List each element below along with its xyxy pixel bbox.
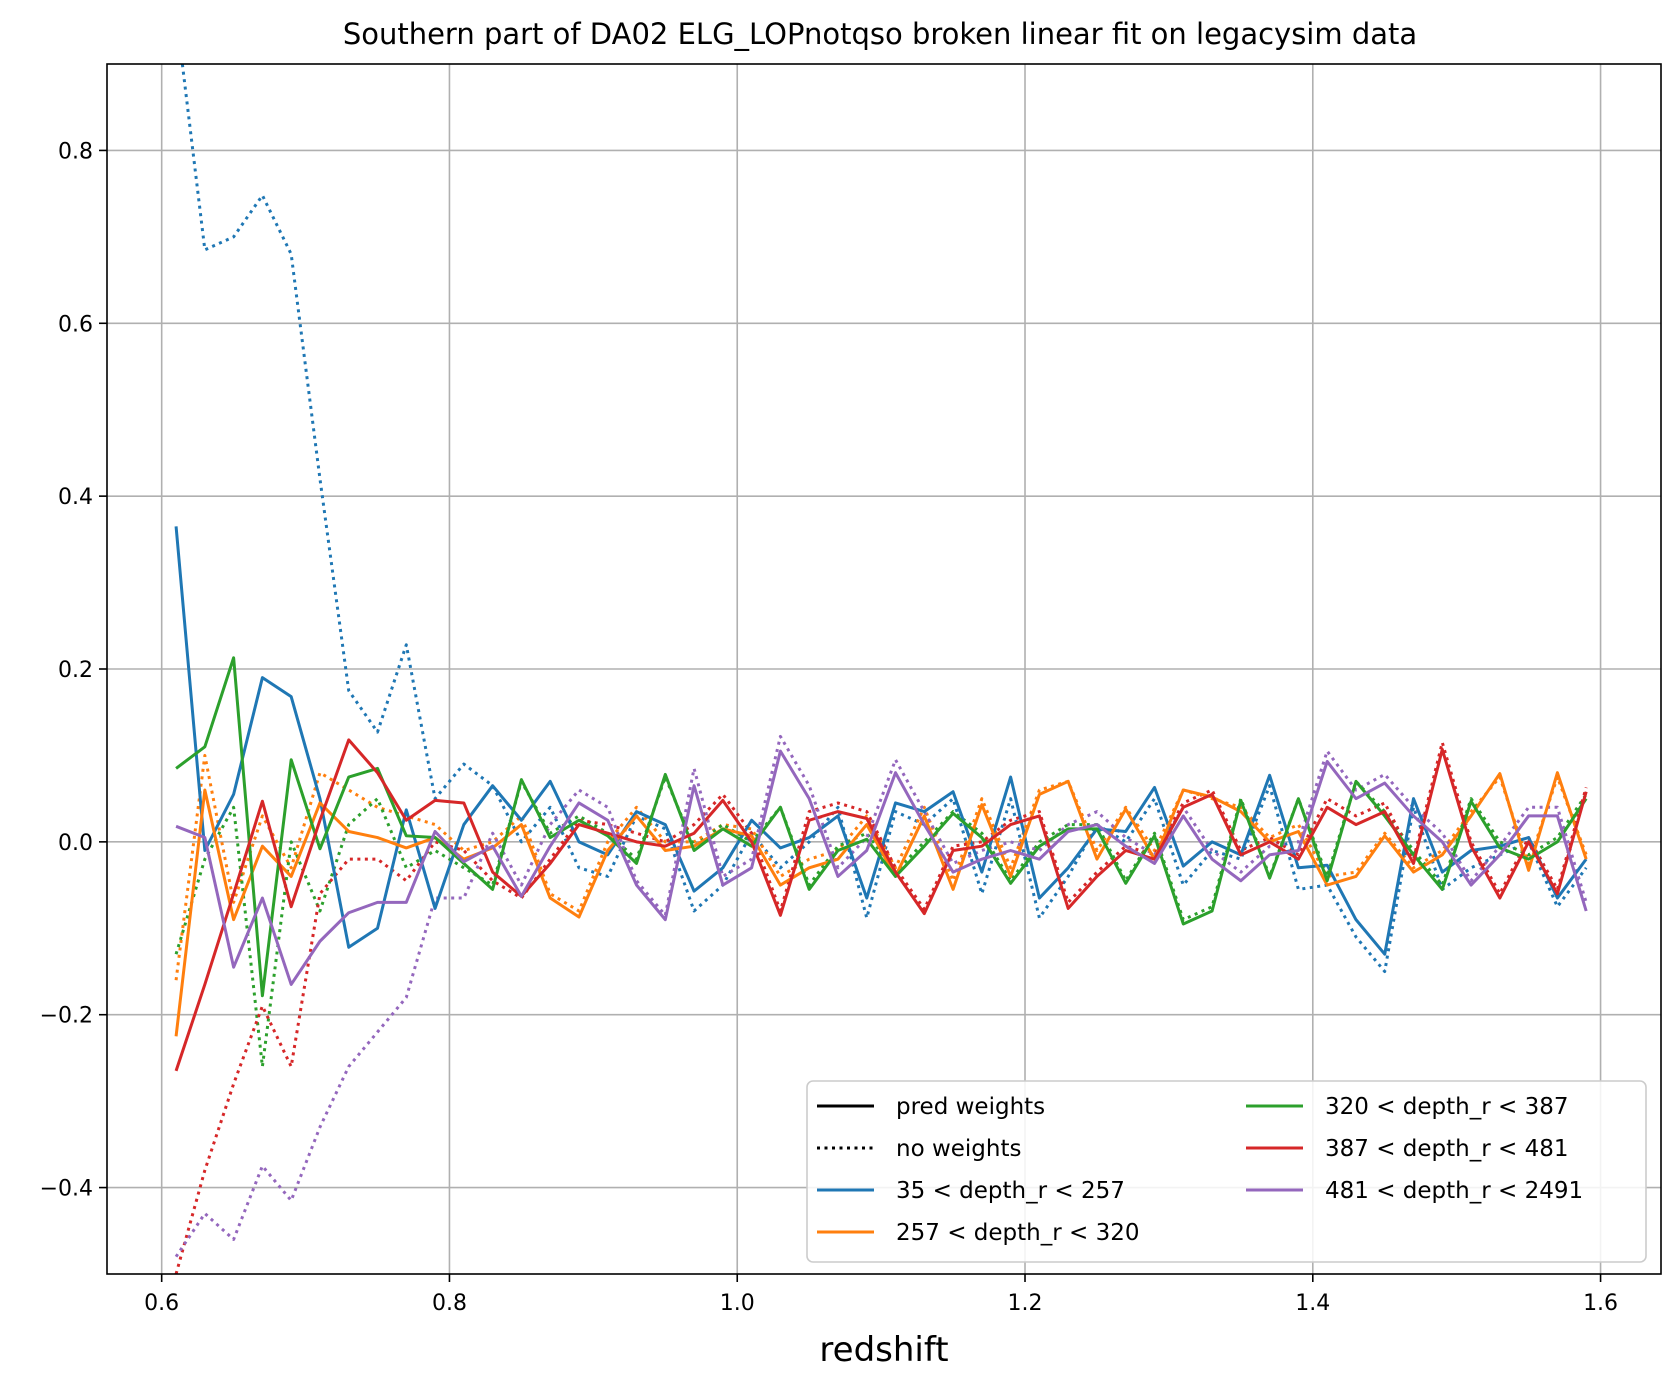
series-5-no-weights-line bbox=[174, 734, 1588, 1258]
y-tick-label: 0.6 bbox=[58, 312, 93, 337]
y-tick-label: −0.2 bbox=[40, 1004, 93, 1029]
series-4-pred-weights-line bbox=[174, 738, 1588, 1072]
x-tick-label: 0.6 bbox=[144, 1291, 179, 1316]
chart-title: Southern part of DA02 ELG_LOPnotqso brok… bbox=[343, 17, 1417, 51]
y-tick-label: 0.2 bbox=[58, 658, 93, 683]
legend-label: 320 < depth_r < 387 bbox=[1325, 1094, 1569, 1120]
series-1-pred-weights-line bbox=[174, 526, 1588, 956]
legend-label: 257 < depth_r < 320 bbox=[896, 1220, 1140, 1246]
x-tick-label: 1.2 bbox=[1008, 1291, 1043, 1316]
legend-label: pred weights bbox=[896, 1094, 1045, 1120]
grid bbox=[107, 64, 1661, 1274]
series-lines bbox=[174, 64, 1588, 1274]
y-tick-label: 0.4 bbox=[58, 485, 93, 510]
y-tick-label: −0.4 bbox=[40, 1177, 93, 1202]
y-tick-label: 0.8 bbox=[58, 139, 93, 164]
series-4-no-weights-line bbox=[174, 740, 1588, 1274]
x-tick-label: 1.0 bbox=[720, 1291, 755, 1316]
legend-label: 481 < depth_r < 2491 bbox=[1325, 1178, 1583, 1204]
x-tick-label: 0.8 bbox=[432, 1291, 467, 1316]
series-5-pred-weights-line bbox=[175, 749, 1588, 986]
axis-ticks: 0.6 0.8 1.0 1.2 1.4 1.6 −0.4 −0.2 0.0 0.2 0.4 0.6 0.… bbox=[40, 139, 1618, 1316]
x-axis-label: redshift bbox=[819, 1330, 948, 1370]
legend-box bbox=[806, 1080, 1647, 1263]
series-2-pred-weights-line bbox=[174, 771, 1588, 1037]
legend-label: no weights bbox=[896, 1136, 1022, 1162]
legend: pred weights no weights 35 < depth_r < 257… bbox=[806, 1080, 1647, 1263]
series-3-pred-weights-line bbox=[175, 656, 1588, 998]
series-3-no-weights-line bbox=[174, 775, 1588, 1069]
x-tick-label: 1.6 bbox=[1583, 1291, 1618, 1316]
series-1-no-weights-line bbox=[180, 64, 1588, 973]
x-tick-label: 1.4 bbox=[1295, 1291, 1330, 1316]
y-tick-label: 0.0 bbox=[58, 831, 93, 856]
legend-label: 35 < depth_r < 257 bbox=[896, 1178, 1125, 1204]
legend-label: 387 < depth_r < 481 bbox=[1325, 1136, 1569, 1162]
